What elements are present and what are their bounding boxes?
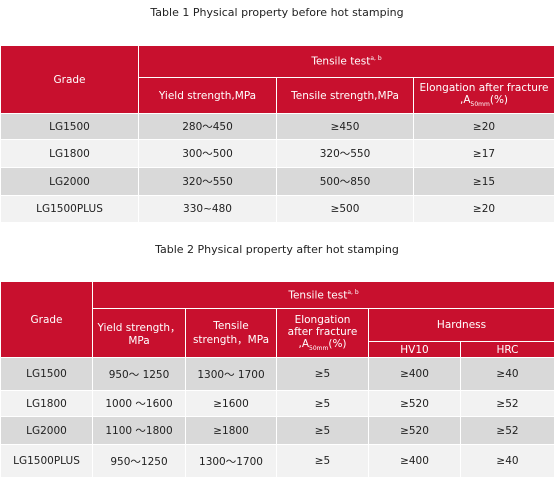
table-cell: ≥520 [368,390,461,417]
subscript: 50mm [470,101,490,109]
table-row: LG1500PLUS 330~480 ≥500 ≥20 [0,195,554,223]
table-cell: ≥17 [412,139,554,168]
header-cell: Yield strength,MPa [138,77,277,114]
table-cell: 320～550 [138,167,277,196]
table-cell: ≥400 [368,357,461,391]
superscript: a, b [347,288,359,296]
table-cell: 1100 ～1800 [92,416,186,445]
header-cell: HRC [459,341,554,358]
table-cell: LG1500PLUS [0,444,93,478]
table-cell: ≥20 [412,195,554,223]
header-cell: Elongation after fracture ,A50mm(%) [412,77,554,114]
header-text: Tensile test [288,289,348,302]
table-cell: ≥40 [459,357,554,391]
table-cell: LG1800 [0,139,139,168]
header-cell: Grade [0,281,93,358]
table-cell: ≥5 [276,416,369,445]
table-row: LG2000 1100 ～1800 ≥1800 ≥5 ≥520 ≥52 [0,416,554,445]
header-cell: Tensile strength，MPa [185,308,277,358]
table-cell: ≥5 [276,444,369,478]
header-cell: HV10 [368,341,461,358]
table-cell: ≥1800 [185,416,277,445]
table-cell: 1300～1700 [185,444,277,478]
header-cell: Tensile testa, b [91,281,554,309]
table-cell: ≥52 [459,416,554,445]
header-text: (%) [489,94,509,107]
header-text: Elongation after fracture ,A [287,313,358,350]
table: Grade Tensile testa, b Yield strength,MP… [0,45,554,223]
table-cell: 280～450 [138,113,277,140]
table-cell: 1000 ～1600 [92,390,186,417]
table-cell: ≥1600 [185,390,277,417]
table-cell: ≥520 [368,416,461,445]
table-cell: LG1500 [0,113,139,140]
table-cell: 320～550 [276,139,414,168]
table-cell: 500～850 [276,167,414,196]
table-cell: 950～ 1250 [92,357,186,391]
header-text: (%) [328,337,347,350]
table-cell: ≥400 [368,444,461,478]
table-row: LG1500 280～450 ≥450 ≥20 [0,113,554,140]
table-cell: ≥450 [276,113,414,140]
table-row: LG1500 950～ 1250 1300～ 1700 ≥5 ≥400 ≥40 [0,357,554,391]
header-cell: Tensile testa, b [137,45,554,78]
table-cell: 950～1250 [92,444,186,478]
superscript: a, b [370,55,382,63]
table-cell: 1300～ 1700 [185,357,277,391]
table-row: LG1800 300～500 320～550 ≥17 [0,139,554,168]
table-cell: 330~480 [138,195,277,223]
table-cell: LG1500 [0,357,93,391]
header-cell: Hardness [367,308,554,342]
header-cell: Grade [0,45,139,114]
table-cell: ≥20 [412,113,554,140]
header-cell: Tensile strength,MPa [276,77,414,114]
table-cell: LG2000 [0,167,139,196]
table-cell: LG1500PLUS [0,195,139,223]
table-row: LG1500PLUS 950～1250 1300～1700 ≥5 ≥400 ≥40 [0,444,554,478]
table-row: LG1800 1000 ～1600 ≥1600 ≥5 ≥520 ≥52 [0,390,554,417]
table-cell: ≥500 [276,195,414,223]
subscript: 50mm [309,345,329,353]
table-caption: Table 2 Physical property after hot stam… [155,243,399,256]
header-text: Tensile test [311,55,371,68]
table-cell: ≥5 [276,357,369,391]
header-cell: Yield strength，MPa [92,308,186,358]
table-cell: LG1800 [0,390,93,417]
table-cell: 300～500 [138,139,277,168]
header-text: Elongation after fracture ,A [419,82,549,107]
table: Grade Tensile testa, b Yield strength，MP… [0,281,554,478]
table-cell: ≥52 [459,390,554,417]
table-cell: ≥40 [459,444,554,478]
header-cell: Elongation after fracture ,A50mm(%) [276,308,369,358]
table-cell: ≥5 [276,390,369,417]
table-cell: ≥15 [412,167,554,196]
table-cell: LG2000 [0,416,93,445]
table-row: LG2000 320～550 500～850 ≥15 [0,167,554,196]
table-caption: Table 1 Physical property before hot sta… [150,6,404,19]
